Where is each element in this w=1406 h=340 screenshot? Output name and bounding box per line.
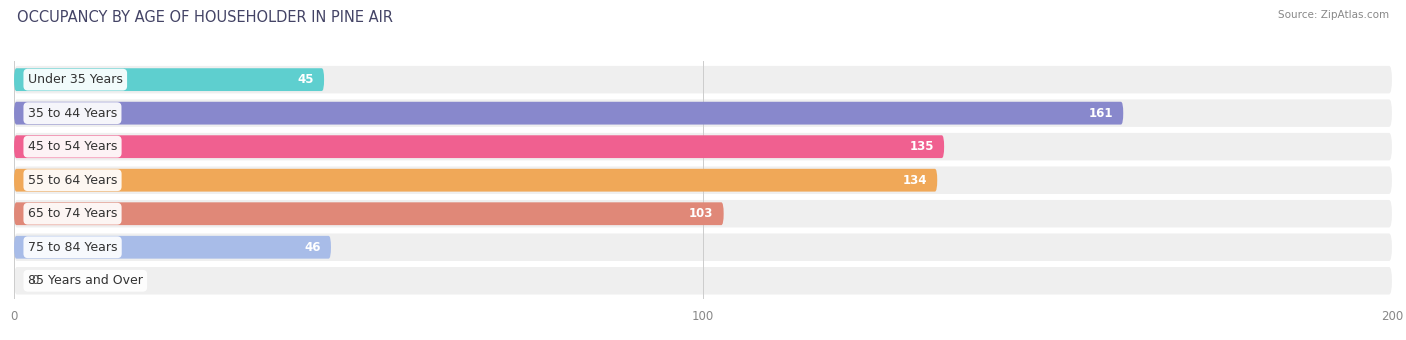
- FancyBboxPatch shape: [14, 66, 1392, 94]
- FancyBboxPatch shape: [14, 169, 938, 192]
- Text: Source: ZipAtlas.com: Source: ZipAtlas.com: [1278, 10, 1389, 20]
- Text: 45 to 54 Years: 45 to 54 Years: [28, 140, 117, 153]
- Text: 45: 45: [297, 73, 314, 86]
- Text: 35 to 44 Years: 35 to 44 Years: [28, 107, 117, 120]
- FancyBboxPatch shape: [14, 102, 1123, 124]
- FancyBboxPatch shape: [14, 202, 724, 225]
- Text: 103: 103: [689, 207, 713, 220]
- Text: 46: 46: [304, 241, 321, 254]
- FancyBboxPatch shape: [14, 200, 1392, 227]
- Text: 135: 135: [910, 140, 934, 153]
- Text: 85 Years and Over: 85 Years and Over: [28, 274, 143, 287]
- FancyBboxPatch shape: [14, 133, 1392, 160]
- FancyBboxPatch shape: [14, 99, 1392, 127]
- FancyBboxPatch shape: [14, 234, 1392, 261]
- FancyBboxPatch shape: [14, 135, 945, 158]
- Text: 75 to 84 Years: 75 to 84 Years: [28, 241, 117, 254]
- Text: OCCUPANCY BY AGE OF HOUSEHOLDER IN PINE AIR: OCCUPANCY BY AGE OF HOUSEHOLDER IN PINE …: [17, 10, 392, 25]
- Text: 134: 134: [903, 174, 927, 187]
- FancyBboxPatch shape: [14, 167, 1392, 194]
- Text: Under 35 Years: Under 35 Years: [28, 73, 122, 86]
- FancyBboxPatch shape: [14, 68, 325, 91]
- FancyBboxPatch shape: [14, 236, 330, 259]
- FancyBboxPatch shape: [14, 267, 1392, 294]
- Text: 0: 0: [31, 274, 38, 287]
- Text: 55 to 64 Years: 55 to 64 Years: [28, 174, 117, 187]
- Text: 65 to 74 Years: 65 to 74 Years: [28, 207, 117, 220]
- Text: 161: 161: [1088, 107, 1114, 120]
